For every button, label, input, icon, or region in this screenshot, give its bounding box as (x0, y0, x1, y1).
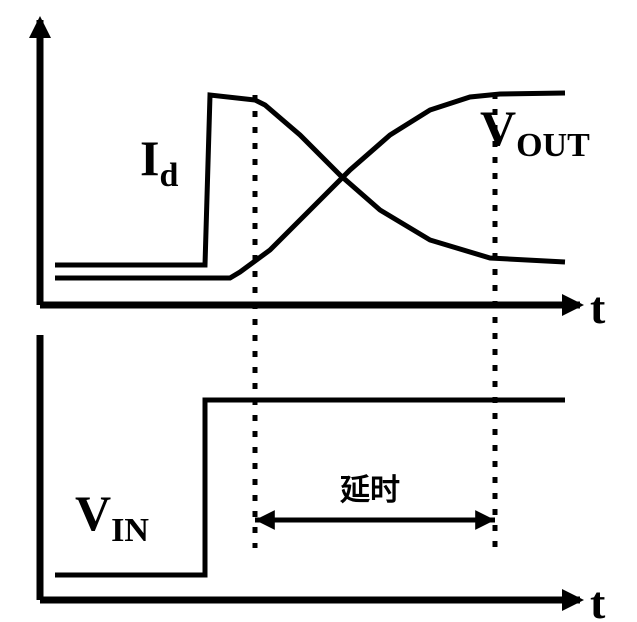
axis-label-t-top: t (590, 282, 606, 333)
label-id: Id (140, 130, 178, 194)
label-vout: VOUT (480, 100, 590, 164)
label-vin: VIN (75, 485, 149, 549)
axis-label-t-bottom: t (590, 577, 606, 622)
timing-diagram: 延时 Id VOUT VIN t t (0, 0, 637, 622)
delay-label: 延时 (339, 474, 400, 507)
